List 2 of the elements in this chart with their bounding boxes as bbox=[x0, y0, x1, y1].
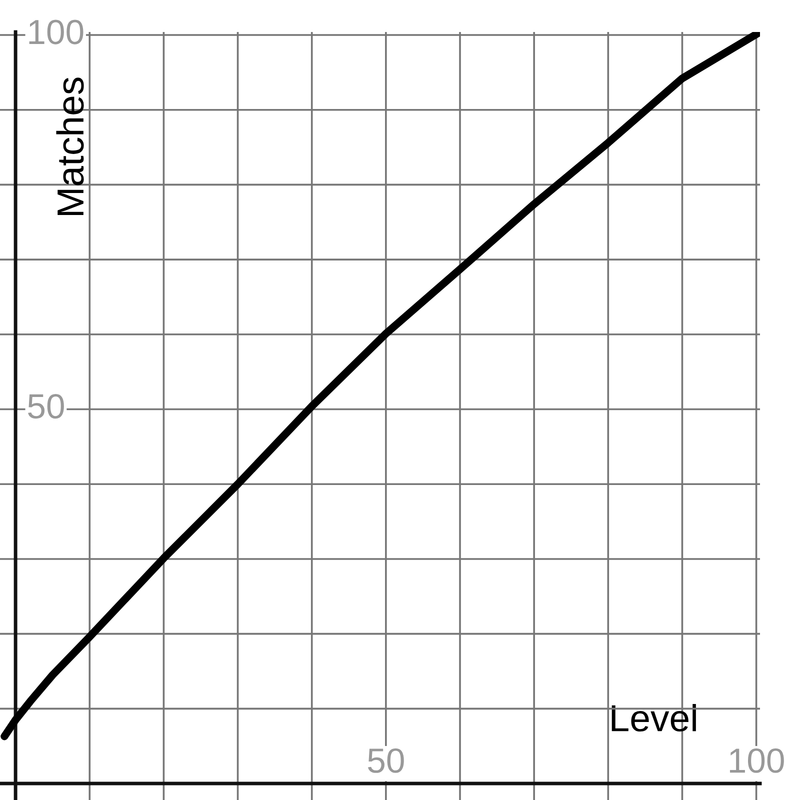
y-axis-title: Matches bbox=[56, 78, 84, 215]
x-axis-title: Level bbox=[612, 704, 696, 732]
